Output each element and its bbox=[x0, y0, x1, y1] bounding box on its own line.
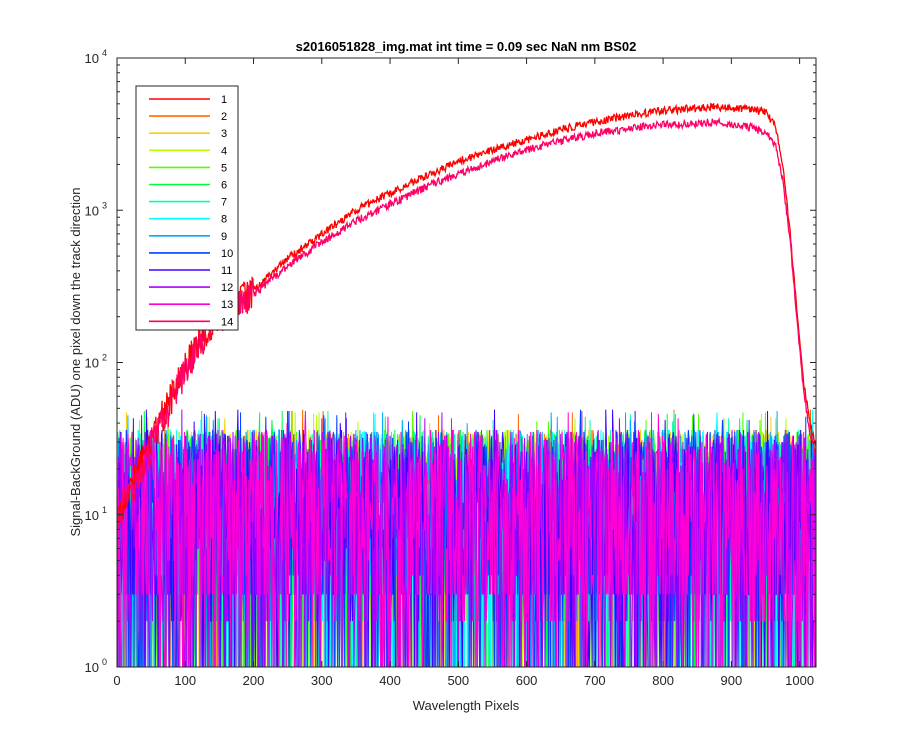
legend-item-4: 4 bbox=[149, 145, 227, 157]
legend-box bbox=[135, 85, 239, 331]
legend-label: 13 bbox=[221, 299, 233, 311]
legend-label: 11 bbox=[221, 265, 232, 277]
legend-label: 6 bbox=[221, 180, 227, 192]
legend-item-9: 9 bbox=[149, 231, 227, 243]
x-tick-label: 900 bbox=[721, 673, 743, 688]
legend-item-7: 7 bbox=[149, 197, 227, 209]
legend-label: 4 bbox=[221, 145, 227, 157]
y-tick-label: 10 bbox=[85, 356, 99, 371]
y-tick-exponent: 0 bbox=[102, 657, 107, 667]
legend-label: 5 bbox=[221, 162, 227, 174]
legend-item-3: 3 bbox=[149, 128, 227, 140]
legend-label: 3 bbox=[221, 128, 227, 140]
legend-label: 8 bbox=[221, 214, 227, 226]
legend-label: 7 bbox=[221, 197, 227, 209]
y-tick-exponent: 2 bbox=[102, 353, 107, 363]
chart-title: s2016051828_img.mat int time = 0.09 sec … bbox=[296, 39, 637, 54]
x-tick-label: 800 bbox=[652, 673, 674, 688]
legend-item-10: 10 bbox=[149, 248, 233, 260]
legend-label: 12 bbox=[221, 282, 233, 294]
x-tick-label: 500 bbox=[447, 673, 469, 688]
series-13-line bbox=[117, 411, 816, 667]
x-tick-label: 400 bbox=[379, 673, 401, 688]
legend-label: 1 bbox=[221, 94, 227, 106]
legend-item-2: 2 bbox=[149, 111, 227, 123]
y-tick-label: 10 bbox=[85, 51, 99, 66]
x-tick-label: 100 bbox=[174, 673, 196, 688]
legend-item-8: 8 bbox=[149, 214, 227, 226]
y-axis-label: Signal-BackGround (ADU) one pixel down t… bbox=[68, 187, 83, 536]
x-axis-label: Wavelength Pixels bbox=[413, 698, 520, 713]
legend-label: 2 bbox=[221, 111, 227, 123]
legend-item-6: 6 bbox=[149, 180, 227, 192]
legend-label: 10 bbox=[221, 248, 233, 260]
legend-item-1: 1 bbox=[149, 94, 227, 106]
x-tick-label: 600 bbox=[516, 673, 538, 688]
y-tick-exponent: 3 bbox=[102, 200, 107, 210]
legend-item-5: 5 bbox=[149, 162, 227, 174]
y-tick-label: 10 bbox=[85, 203, 99, 218]
x-tick-label: 300 bbox=[311, 673, 333, 688]
x-tick-label: 0 bbox=[113, 673, 120, 688]
legend-item-13: 13 bbox=[149, 299, 233, 311]
legend-item-14: 14 bbox=[149, 316, 233, 328]
legend-label: 9 bbox=[221, 231, 227, 243]
x-tick-label: 1000 bbox=[785, 673, 814, 688]
y-tick-exponent: 4 bbox=[102, 48, 107, 58]
y-tick-label: 10 bbox=[85, 660, 99, 675]
y-tick-exponent: 1 bbox=[102, 505, 107, 515]
legend-label: 14 bbox=[221, 316, 233, 328]
x-tick-label: 200 bbox=[243, 673, 265, 688]
legend-item-12: 12 bbox=[149, 282, 233, 294]
x-axis: 0 100 200 300 400 500 600 700 800 900 1000 bbox=[113, 58, 814, 688]
y-tick-label: 10 bbox=[85, 508, 99, 523]
legend-item-11: 11 bbox=[149, 265, 232, 277]
x-tick-label: 700 bbox=[584, 673, 606, 688]
